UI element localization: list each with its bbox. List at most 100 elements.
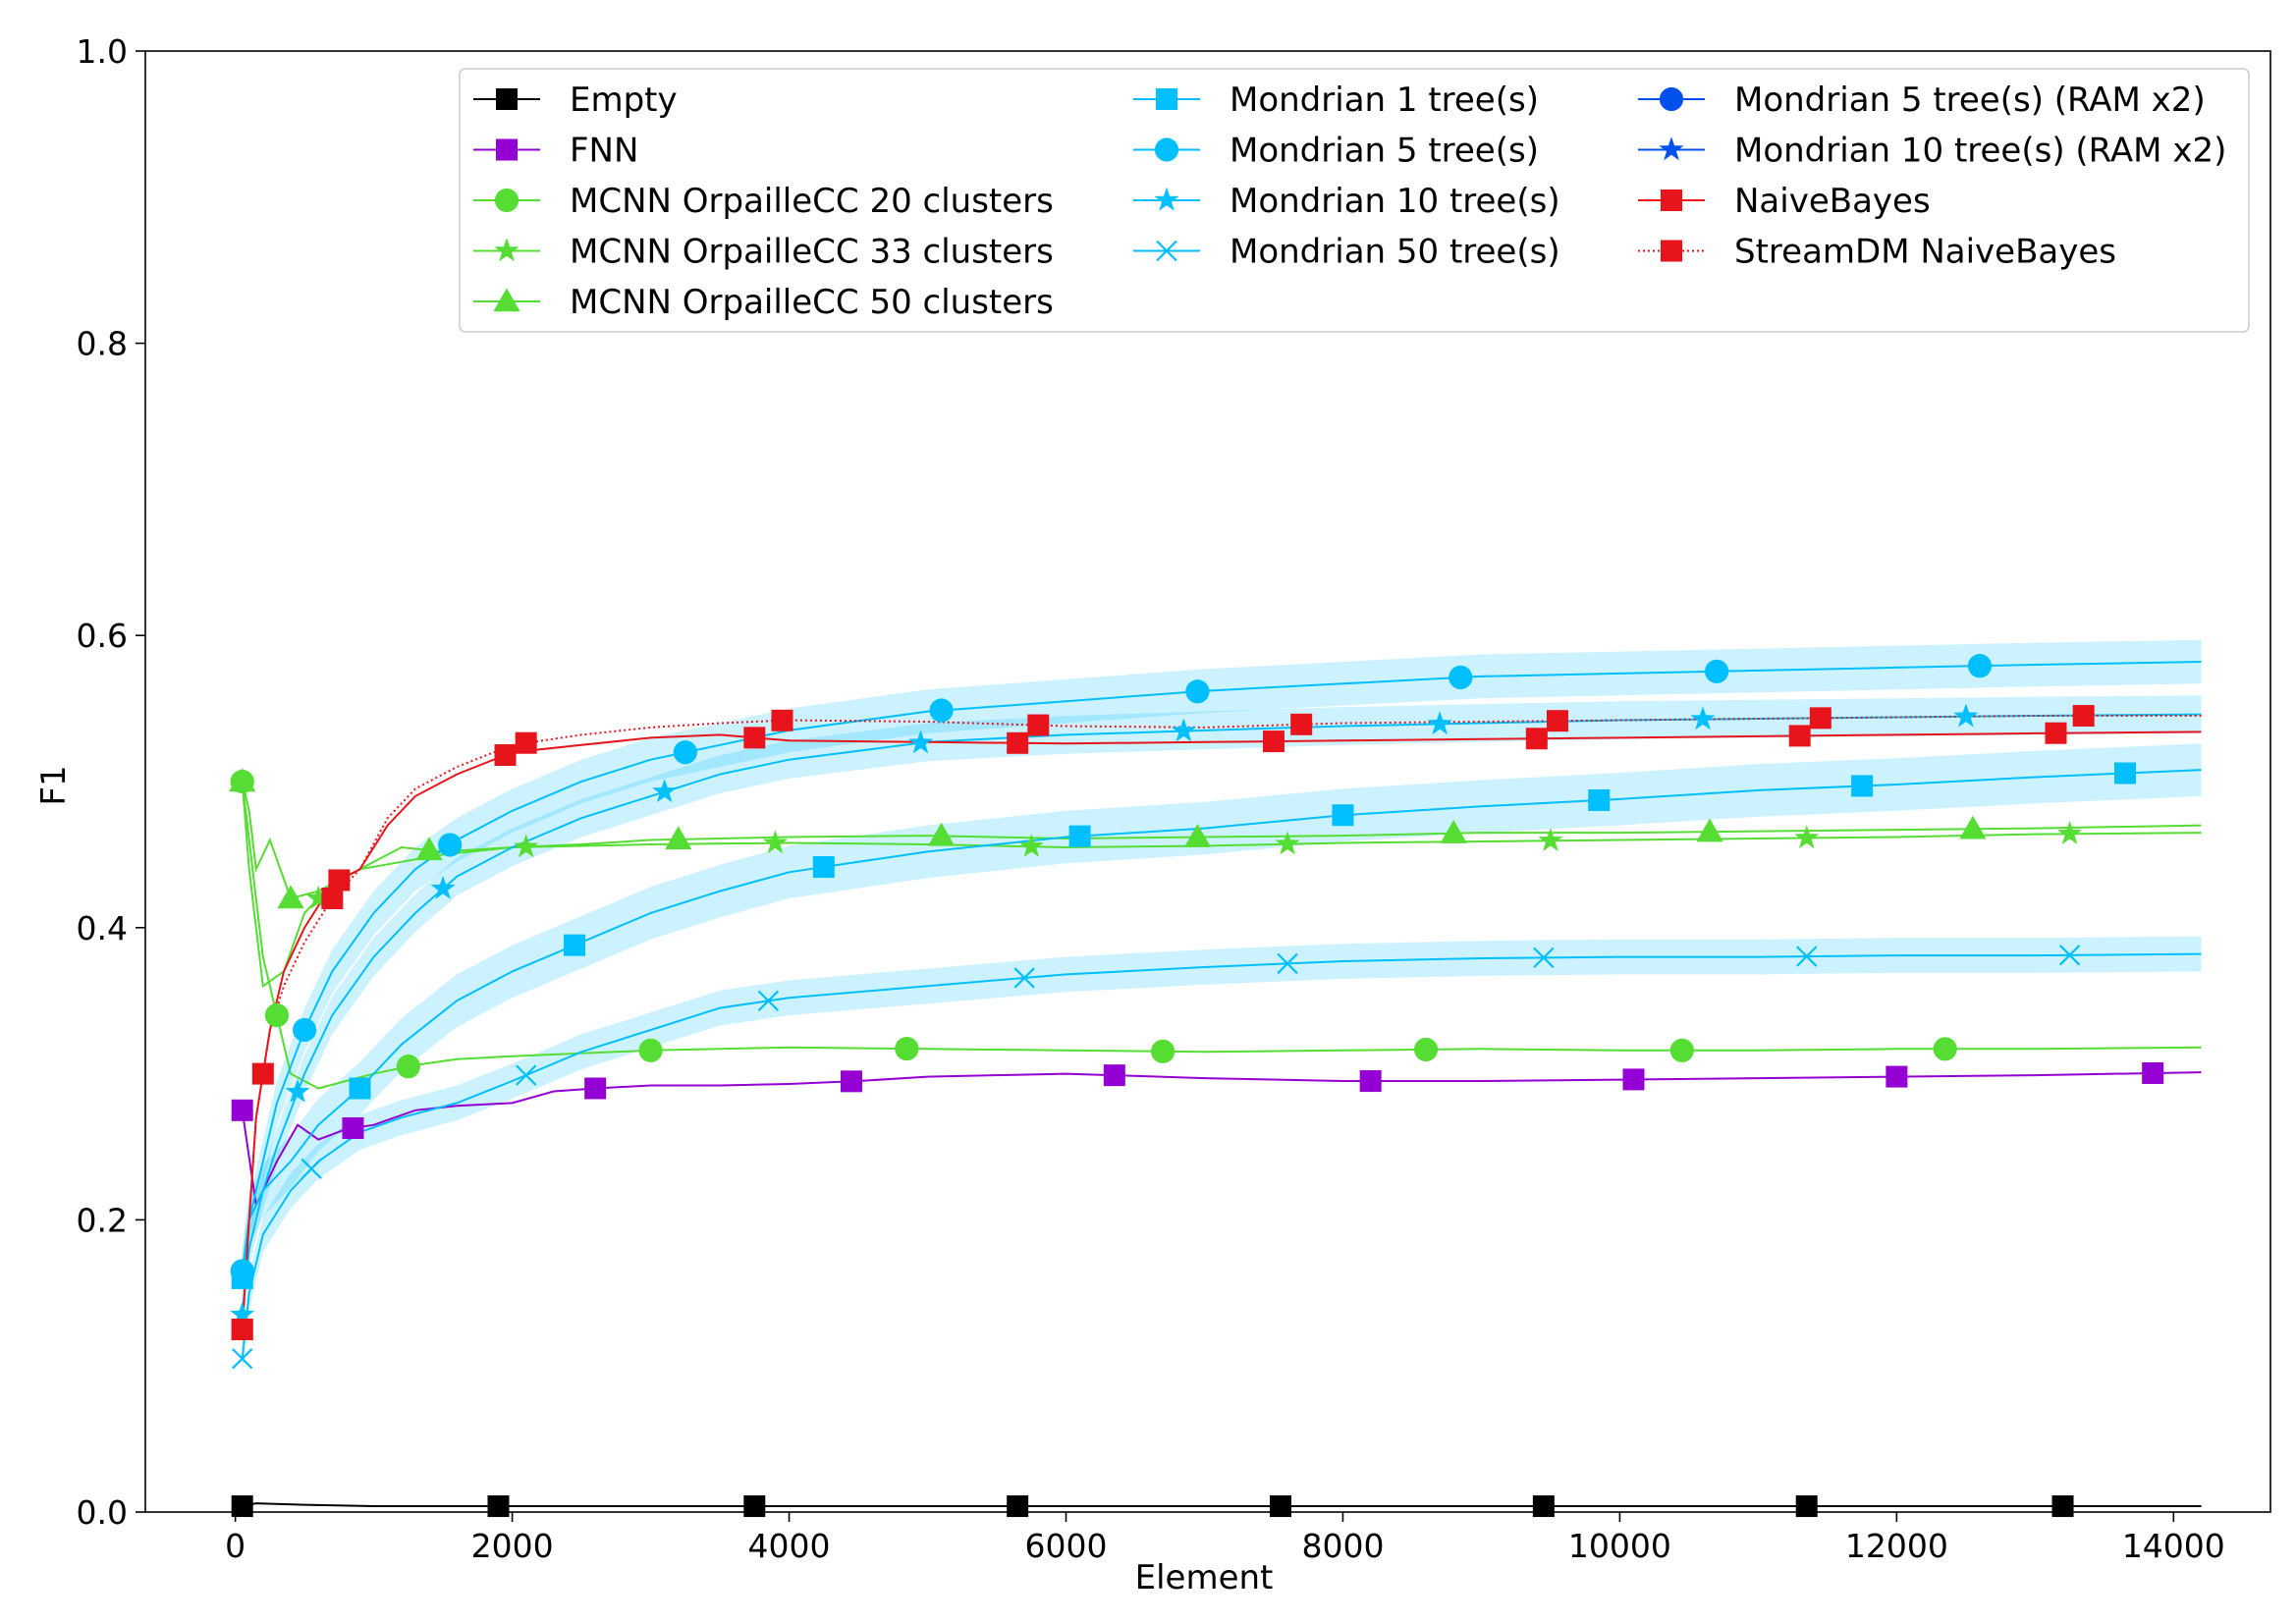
mcnn-orpaillecc-50-clusters-marker [665, 826, 692, 850]
legend-entry-mondrian-5-tree-s-ram-x2: Mondrian 5 tree(s) (RAM x2) [1638, 81, 2206, 120]
legend-entry-mcnn-orpaillecc-50-clusters: MCNN OrpailleCC 50 clusters [473, 283, 1054, 322]
mondrian-1-tree-s-band [242, 743, 2202, 1305]
naivebayes-marker [1007, 731, 1029, 754]
empty-marker [1270, 1495, 1292, 1518]
mondrian-5-tree-s-marker [673, 740, 697, 765]
legend-marker [493, 288, 520, 312]
streamdm-naivebayes-marker [515, 731, 537, 754]
legend-label: Mondrian 5 tree(s) [1230, 132, 1539, 171]
legend-marker [494, 238, 519, 262]
legend-label: Mondrian 50 tree(s) [1230, 233, 1560, 272]
mcnn-orpaillecc-33-clusters-marker [305, 885, 331, 909]
streamdm-naivebayes-marker [1027, 714, 1050, 736]
y-tick-label: 0.8 [77, 325, 128, 363]
legend-marker [1661, 240, 1682, 262]
mondrian-5-tree-s-marker [230, 1259, 254, 1283]
y-tick-label: 0.4 [77, 909, 128, 947]
legend-marker [496, 138, 518, 161]
legend-label: Mondrian 5 tree(s) (RAM x2) [1734, 81, 2206, 120]
mondrian-10-tree-s-marker [1427, 711, 1452, 735]
mondrian-50-tree-s-marker [1277, 952, 1298, 975]
legend-marker [1156, 88, 1177, 110]
mondrian-10-tree-s-marker [230, 1301, 255, 1325]
mcnn-orpaillecc-33-clusters-marker [762, 830, 788, 854]
empty-marker [1795, 1495, 1818, 1518]
naivebayes-marker [1525, 728, 1548, 750]
fnn-marker [231, 1099, 253, 1121]
mondrian-1-tree-s-marker [1068, 825, 1091, 847]
mcnn-orpaillecc-20-clusters-marker [1151, 1039, 1175, 1063]
streamdm-naivebayes-marker [771, 709, 793, 731]
legend-label: Empty [570, 81, 678, 120]
streamdm-naivebayes-marker [231, 1319, 253, 1340]
y-tick-label: 0.6 [77, 617, 128, 655]
streamdm-naivebayes-marker [1290, 713, 1313, 735]
mondrian-50-tree-s-marker [757, 990, 780, 1012]
empty-marker [1007, 1495, 1029, 1518]
mcnn-orpaillecc-20-clusters-marker [895, 1036, 919, 1061]
legend-marker [1154, 137, 1179, 162]
legend-box [459, 68, 2250, 333]
mondrian-50-tree-s-marker [1796, 946, 1818, 967]
mcnn-orpaillecc-50-clusters-line [241, 781, 2202, 900]
naivebayes-marker [494, 744, 517, 767]
mondrian-1-tree-s-marker [564, 934, 586, 956]
x-tick-label: 6000 [1025, 1527, 1108, 1565]
legend-marker [1156, 240, 1177, 262]
mondrian-50-tree-s-marker [2058, 945, 2081, 966]
y-tick-label: 0.2 [77, 1201, 128, 1239]
mondrian-50-tree-s-marker [232, 1348, 253, 1370]
mcnn-orpaillecc-50-clusters-marker [277, 885, 304, 909]
mcnn-orpaillecc-20-clusters-marker [1933, 1037, 1957, 1061]
mcnn-orpaillecc-50-clusters-marker [927, 822, 956, 846]
naivebayes-marker [1262, 730, 1285, 753]
fnn-marker [1622, 1068, 1645, 1091]
mondrian-5-tree-s-marker [1185, 679, 1210, 704]
mondrian-5-tree-s-marker [1967, 654, 1993, 678]
mondrian-1-tree-s-marker [1851, 775, 1874, 797]
empty-marker [743, 1495, 766, 1518]
x-tick-label: 10000 [1568, 1527, 1671, 1565]
mcnn-orpaillecc-20-clusters-marker [396, 1055, 420, 1079]
mondrian-10-tree-s-marker [1953, 703, 1979, 728]
legend-entry-fnn: FNN [473, 132, 638, 171]
mcnn-orpaillecc-20-clusters-marker [1669, 1038, 1694, 1062]
mcnn-orpaillecc-50-clusters-marker [1440, 820, 1467, 843]
mcnn-orpaillecc-50-clusters-marker [1696, 818, 1723, 842]
legend-marker [1661, 189, 1682, 211]
y-axis-ticks: 0.0 0.2 0.4 0.6 0.8 1.0 [77, 32, 145, 1532]
mondrian-10-tree-s-marker [285, 1079, 310, 1103]
legend-marker [1659, 86, 1684, 112]
streamdm-naivebayes-marker [321, 888, 344, 910]
mondrian-10-tree-s-marker [652, 779, 678, 803]
y-tick-label: 0.0 [77, 1493, 128, 1532]
legend-label: NaiveBayes [1734, 182, 1931, 221]
fnn-marker [1103, 1064, 1125, 1087]
mondrian-10-tree-s-marker [1171, 718, 1196, 742]
legend-label: MCNN OrpailleCC 20 clusters [570, 182, 1054, 221]
mondrian-5-tree-s-marker [929, 698, 954, 723]
fnn-marker [342, 1117, 364, 1140]
empty-marker [1532, 1495, 1555, 1518]
legend-marker [1659, 136, 1684, 161]
naivebayes-marker [1788, 725, 1811, 747]
legend-label: Mondrian 1 tree(s) [1230, 81, 1539, 120]
streamdm-naivebayes-line [241, 715, 2202, 1330]
x-tick-label: 12000 [1845, 1527, 1948, 1565]
x-tick-label: 4000 [748, 1527, 831, 1565]
legend-entry-mondrian-50-tree-s: Mondrian 50 tree(s) [1133, 233, 1560, 272]
x-tick-label: 8000 [1301, 1527, 1384, 1565]
legend-marker [496, 88, 518, 110]
legend-label: MCNN OrpailleCC 50 clusters [570, 283, 1054, 322]
mondrian-1-tree-s-marker [2113, 762, 2136, 784]
mondrian-10-tree-s-marker [430, 875, 456, 899]
mondrian-5-tree-s-marker [438, 833, 463, 857]
mcnn-orpaillecc-50-clusters-marker [1959, 815, 1987, 839]
naivebayes-marker [743, 727, 766, 749]
mcnn-orpaillecc-33-clusters-marker [1275, 831, 1300, 855]
mondrian-10-tree-s-marker [907, 730, 933, 754]
legend-marker [494, 188, 519, 213]
legend-entry-naivebayes: NaiveBayes [1638, 182, 1931, 221]
legend-label: FNN [570, 132, 638, 171]
